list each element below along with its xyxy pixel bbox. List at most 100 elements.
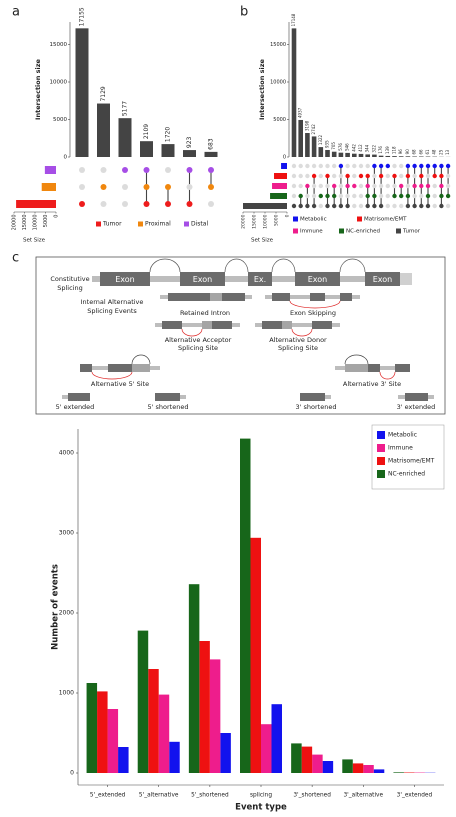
gene-segment <box>310 293 325 301</box>
matrix-dot <box>318 193 323 199</box>
bar <box>331 151 337 157</box>
bar <box>161 144 175 157</box>
bar <box>75 28 89 158</box>
gene-segment <box>155 393 180 401</box>
value-label: 442 <box>351 144 356 152</box>
matrix-dot-empty <box>419 193 424 199</box>
x-tick-label: 5'_shortened <box>191 793 229 799</box>
gene-segment <box>160 295 168 299</box>
matrix-dot <box>311 173 317 179</box>
value-label: 13 <box>445 149 450 155</box>
legend-swatch <box>339 228 344 234</box>
matrix-dot-empty <box>399 163 404 169</box>
splice-arc <box>289 300 341 309</box>
matrix-dot <box>325 173 330 179</box>
exon <box>248 272 272 286</box>
matrix-dot <box>143 201 150 207</box>
legend-swatch <box>138 221 143 227</box>
matrix-dot <box>425 163 431 169</box>
bar <box>86 683 98 773</box>
matrix-dot-empty <box>358 193 364 199</box>
matrix-dot-empty <box>318 173 323 179</box>
matrix-dot-empty <box>305 193 310 199</box>
y-tick-label: 5000 <box>273 117 286 123</box>
matrix-dot <box>392 193 397 199</box>
bar <box>137 630 149 773</box>
matrix-dot-empty <box>405 183 411 189</box>
diagram-label: Splicing Site <box>278 344 318 352</box>
bar <box>298 119 303 157</box>
matrix-dot <box>165 184 171 190</box>
matrix-dot <box>372 193 377 199</box>
diagram-label: Exon Skipping <box>290 309 336 317</box>
y-tick-label: 5000 <box>53 117 67 123</box>
matrix-dot-empty <box>122 184 128 190</box>
matrix-dot <box>378 173 384 179</box>
gene-segment <box>292 323 312 327</box>
value-label: 1720 <box>165 127 172 142</box>
set-size-bar <box>274 173 287 179</box>
matrix-dot <box>338 203 344 209</box>
matrix-dot-empty <box>352 173 357 179</box>
y-tick-label: 2000 <box>59 610 74 617</box>
matrix-dot <box>345 173 350 179</box>
matrix-dot-empty <box>432 203 437 209</box>
set-size-bar <box>281 163 287 169</box>
gene-segment <box>325 295 340 299</box>
matrix-dot <box>352 183 357 189</box>
matrix-dot-empty <box>325 163 330 169</box>
value-label: 705 <box>331 142 336 150</box>
matrix-dot <box>345 183 350 189</box>
y-tick-label: 0 <box>64 155 68 161</box>
bar <box>188 584 200 773</box>
legend-swatch <box>96 221 101 227</box>
value-label: 412 <box>358 144 363 152</box>
gene-segment <box>180 395 186 399</box>
matrix-dot-empty <box>385 183 390 189</box>
matrix-dot <box>419 203 424 209</box>
splice-arc <box>344 354 369 365</box>
matrix-dot <box>345 203 350 209</box>
set-size-bar <box>270 193 287 199</box>
matrix-dot <box>405 163 411 169</box>
gene-segment <box>265 295 272 299</box>
legend-swatch <box>377 457 385 465</box>
exon <box>100 272 150 286</box>
matrix-dot-empty <box>208 201 214 207</box>
panel-label: c <box>12 251 19 266</box>
matrix-dot <box>332 203 337 209</box>
bar <box>378 155 384 157</box>
set-size-bar <box>243 203 287 209</box>
legend-label: NC-enriched <box>346 229 380 235</box>
value-label: 90 <box>405 149 410 155</box>
gene-segment <box>232 323 240 327</box>
legend-label: Immune <box>300 229 323 235</box>
bar <box>97 691 108 773</box>
set-axis-label: Set Size <box>251 238 274 244</box>
gene-segment <box>290 295 310 299</box>
matrix-dot-empty <box>445 173 451 179</box>
value-label: 66 <box>418 149 423 155</box>
gene-segment <box>352 295 360 299</box>
gene-segment <box>245 295 252 299</box>
matrix-dot <box>405 193 411 199</box>
matrix-dot-empty <box>399 173 404 179</box>
legend-swatch <box>377 444 385 452</box>
matrix-dot <box>186 201 193 207</box>
matrix-dot <box>425 183 431 189</box>
matrix-dot-empty <box>392 203 397 209</box>
bar <box>107 709 119 773</box>
set-size-bar <box>41 183 56 191</box>
value-label: 5177 <box>122 101 129 116</box>
exon <box>365 272 400 286</box>
x-axis-label: Event type <box>235 803 287 813</box>
gene-segment <box>325 395 331 399</box>
matrix-dot <box>419 173 424 179</box>
value-label: 48 <box>432 149 437 155</box>
matrix-dot-empty <box>432 183 437 189</box>
y-tick-label: 4000 <box>59 450 74 457</box>
matrix-dot <box>325 203 330 209</box>
gene-segment <box>210 293 222 301</box>
